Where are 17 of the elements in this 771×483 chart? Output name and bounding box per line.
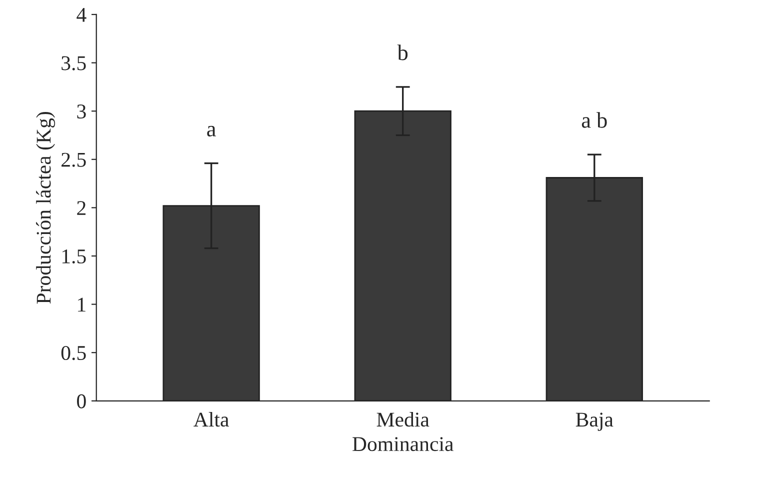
x-tick-label: Baja (576, 412, 614, 431)
y-tick-label: 2.5 (62, 152, 86, 167)
annotation: a (207, 126, 216, 137)
x-tick-label: Media (376, 412, 430, 427)
y-tick-label: 4 (76, 8, 86, 22)
y-tick-label: 0 (77, 394, 86, 408)
x-axis-title: Dominancia (352, 437, 454, 452)
y-tick-label: 1.5 (62, 249, 86, 264)
annotation: a b (582, 112, 607, 128)
y-tick-label: 0.5 (61, 346, 86, 360)
y-tick-label: 2 (77, 201, 86, 215)
y-axis-title: Producción láctea (Kg) (36, 112, 56, 304)
x-tick-label: Alta (194, 412, 229, 427)
y-tick-label: 3 (77, 104, 86, 119)
y-tick-label: 1 (78, 298, 86, 312)
annotation: b (397, 44, 408, 60)
y-tick-label: 3.5 (62, 56, 86, 70)
